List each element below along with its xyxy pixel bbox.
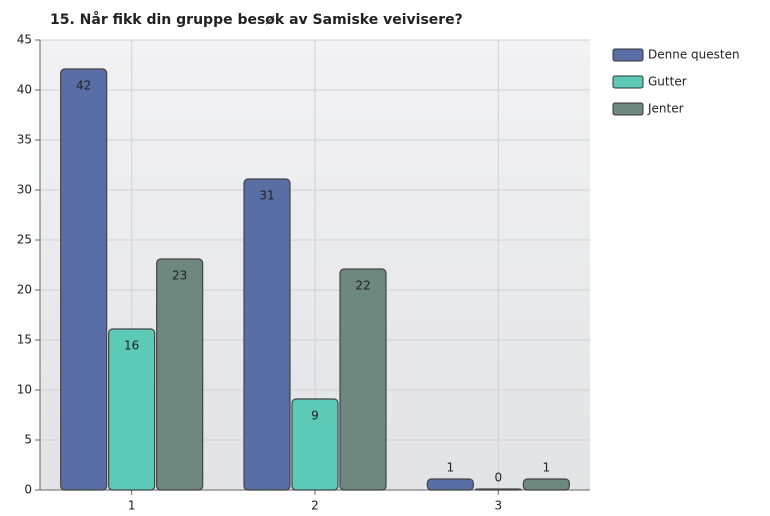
- x-tick-label: 3: [495, 499, 503, 513]
- value-label: 31: [259, 189, 274, 203]
- y-tick-label: 15: [17, 333, 32, 347]
- y-tick-label: 45: [17, 33, 32, 47]
- value-label: 16: [124, 339, 139, 353]
- y-tick-label: 5: [24, 433, 32, 447]
- y-tick-label: 40: [17, 83, 32, 97]
- legend-swatch: [612, 75, 644, 89]
- y-tick-label: 30: [17, 183, 32, 197]
- value-label: 23: [172, 269, 187, 283]
- bar: [156, 258, 204, 491]
- value-label: 0: [495, 471, 503, 485]
- y-tick-label: 20: [17, 283, 32, 297]
- bar: [291, 398, 339, 491]
- y-tick-label: 35: [17, 133, 32, 147]
- bar: [243, 178, 291, 491]
- bar: [474, 488, 522, 491]
- bar: [339, 268, 387, 491]
- x-tick-label: 2: [311, 499, 319, 513]
- bar: [60, 68, 108, 491]
- chart-title: 15. Når fikk din gruppe besøk av Samiske…: [50, 11, 463, 28]
- value-label: 1: [447, 461, 455, 475]
- legend-label: Denne questen: [648, 48, 740, 62]
- x-tick-label: 1: [128, 499, 136, 513]
- value-label: 42: [76, 79, 91, 93]
- y-tick-label: 25: [17, 233, 32, 247]
- legend-swatch: [612, 48, 644, 62]
- bar: [108, 328, 156, 491]
- value-label: 1: [543, 461, 551, 475]
- legend-swatch: [612, 102, 644, 116]
- legend-label: Gutter: [648, 75, 687, 89]
- y-tick-label: 0: [24, 483, 32, 497]
- legend-label: Jenter: [647, 102, 684, 116]
- value-label: 9: [311, 409, 319, 423]
- value-label: 22: [355, 279, 370, 293]
- y-tick-label: 10: [17, 383, 32, 397]
- bar: [426, 478, 474, 491]
- bar: [522, 478, 570, 491]
